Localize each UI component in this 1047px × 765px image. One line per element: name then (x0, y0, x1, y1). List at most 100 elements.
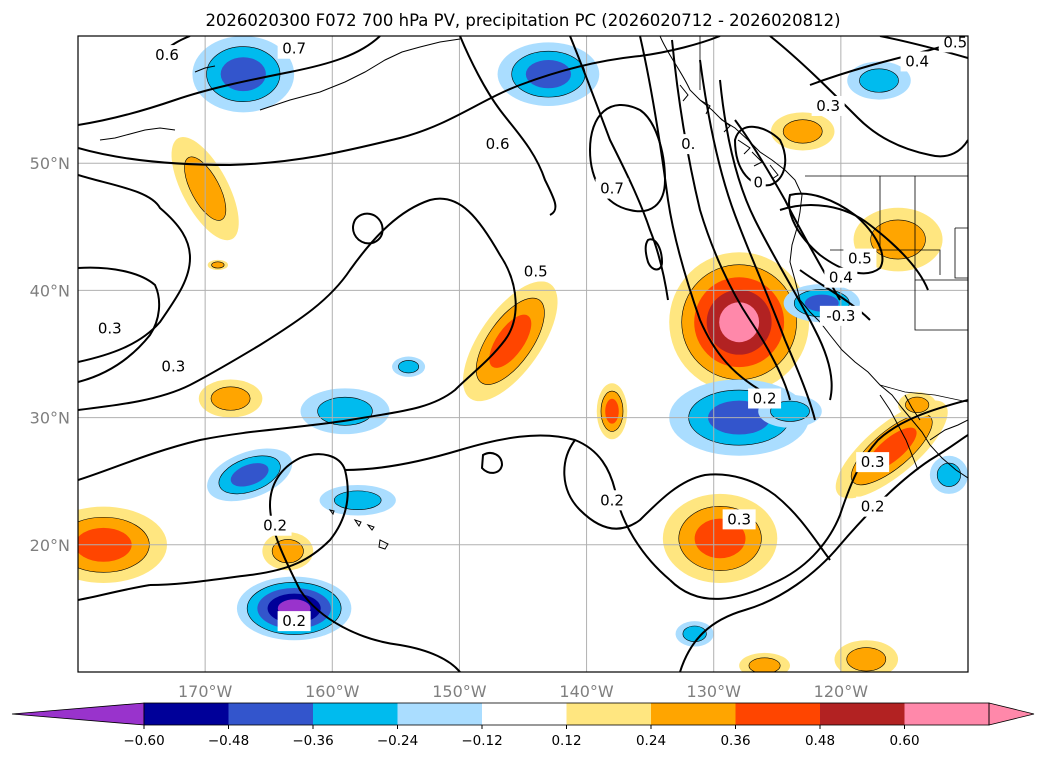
pc-shading-level (748, 657, 781, 672)
negative-pc-cell (300, 388, 390, 435)
colorbar-extend-max (988, 702, 1035, 726)
coastline-hawaii (328, 509, 389, 550)
negative-pc-cell (192, 36, 295, 113)
precipitation-pc-shading (78, 36, 968, 672)
coastline-aleutians (99, 65, 216, 141)
pv-contour-label: 0.2 (282, 612, 306, 630)
pv-label-background (843, 248, 877, 269)
latitude-tick-labels: 20°N 30°N 40°N 50°N (30, 154, 70, 555)
pc-shading-level (605, 398, 619, 424)
pv-label-background (900, 51, 934, 72)
pv-contour (459, 36, 557, 216)
colorbar-tick-label: 0.24 (636, 733, 666, 749)
colorbar-extend-min (11, 702, 145, 726)
map-area: 0.6 0.7 0.6 0.7 0. 0.5 0.3 0.3 0.2 0.2 0.2 0.3 0.2 0.… (78, 33, 968, 672)
pv-contour-label: 0.2 (753, 390, 777, 408)
pv-label-background (595, 178, 629, 199)
colorbar-segment (735, 703, 820, 725)
longitude-tick-labels: 170°W 160°W 150°W 140°W 130°W 120°W (178, 682, 868, 701)
pv-contour-label: 0.4 (829, 269, 853, 287)
pv-contour (671, 39, 791, 401)
pv-label-background (277, 38, 311, 59)
pv-label-background (258, 515, 292, 536)
colorbar-segment (144, 703, 229, 725)
pc-shading-level (230, 463, 269, 487)
pv-label-background (938, 36, 968, 53)
pv-contour-label: 0.2 (263, 517, 287, 535)
pc-shading-level (333, 490, 382, 510)
pv-contour (78, 197, 517, 481)
positive-pc-cell (463, 281, 558, 402)
pv-contour-label: 0 (753, 173, 763, 191)
colorbar-segment (566, 703, 651, 725)
pv-label-background (750, 172, 766, 193)
pv-contour (699, 59, 816, 421)
pv-contour-label: 0.5 (848, 250, 872, 268)
positive-pc-cell (596, 383, 628, 440)
positive-pc-cell (770, 112, 835, 151)
positive-pc-cell (198, 379, 263, 418)
pv-contour (733, 125, 787, 187)
pv-label-background (93, 318, 127, 339)
colorbar-tick-label: 0.36 (720, 733, 750, 749)
latitude-tick-label: 40°N (30, 281, 70, 300)
political-borders (699, 36, 968, 403)
longitude-tick-label: 150°W (432, 682, 487, 701)
colorbar-segment (228, 703, 313, 725)
colorbar-tick-label: −0.60 (123, 733, 164, 749)
pv-contours (78, 36, 968, 672)
longitude-tick-label: 130°W (687, 682, 742, 701)
pv-contour (769, 36, 968, 158)
longitude-tick-label: 160°W (305, 682, 360, 701)
pv-contour (799, 269, 871, 321)
pc-shading-level (220, 57, 266, 92)
coastline-mexico-mainland (929, 419, 968, 441)
pv-label-background (748, 388, 782, 409)
latitude-tick-label: 50°N (30, 154, 70, 173)
pv-contour-label: 0.2 (861, 498, 885, 516)
pc-shading-level (782, 119, 823, 144)
pv-contour (78, 266, 161, 383)
pv-contour-label: 0.3 (861, 453, 885, 471)
colorbar-segment (651, 703, 736, 725)
pc-shading-level (489, 314, 532, 368)
positive-pc-cell (834, 640, 899, 672)
pv-contour (879, 36, 968, 59)
pv-label-background (824, 267, 858, 288)
pv-contour-label: 0.3 (98, 320, 122, 338)
figure-title: 2026020300 F072 700 hPa PV, precipitatio… (205, 11, 840, 30)
positive-pc-cell (207, 259, 229, 271)
pc-shading-level (211, 261, 225, 269)
pv-contour-label: 0.7 (282, 40, 306, 58)
pv-contour (788, 192, 884, 275)
pc-shading-level (936, 462, 961, 487)
pv-contour (734, 119, 841, 301)
pv-contour-label: 0.3 (161, 358, 185, 376)
pv-contour (78, 36, 381, 126)
pv-contour (679, 434, 968, 672)
map-frame (77, 35, 969, 673)
colorbar-segment (904, 703, 989, 725)
pv-label-background (156, 356, 190, 377)
pv-contour-label: 0.3 (816, 97, 840, 115)
pv-contour (644, 238, 664, 271)
pv-contour-label: 0.6 (486, 135, 510, 153)
pc-shading-level (398, 360, 420, 374)
latitude-tick-label: 20°N (30, 536, 70, 555)
negative-pc-cell (675, 621, 714, 647)
pv-contour-label: 0.5 (943, 33, 967, 51)
pc-shading-level (859, 68, 899, 93)
pv-contour-label: 0.4 (905, 52, 929, 70)
pv-contour (669, 399, 968, 600)
pv-contour-label: 0.7 (600, 180, 624, 198)
pv-label-background (811, 95, 845, 116)
pv-contour (569, 36, 669, 301)
colorbar-segment (482, 703, 567, 725)
colorbar-segment (397, 703, 482, 725)
colorbar-tick-label: −0.36 (292, 733, 333, 749)
positive-pc-cell (662, 493, 778, 583)
pc-shading-level (271, 539, 304, 564)
pv-label-background (519, 261, 553, 282)
pv-contour (639, 36, 761, 391)
pv-contour (480, 452, 504, 474)
